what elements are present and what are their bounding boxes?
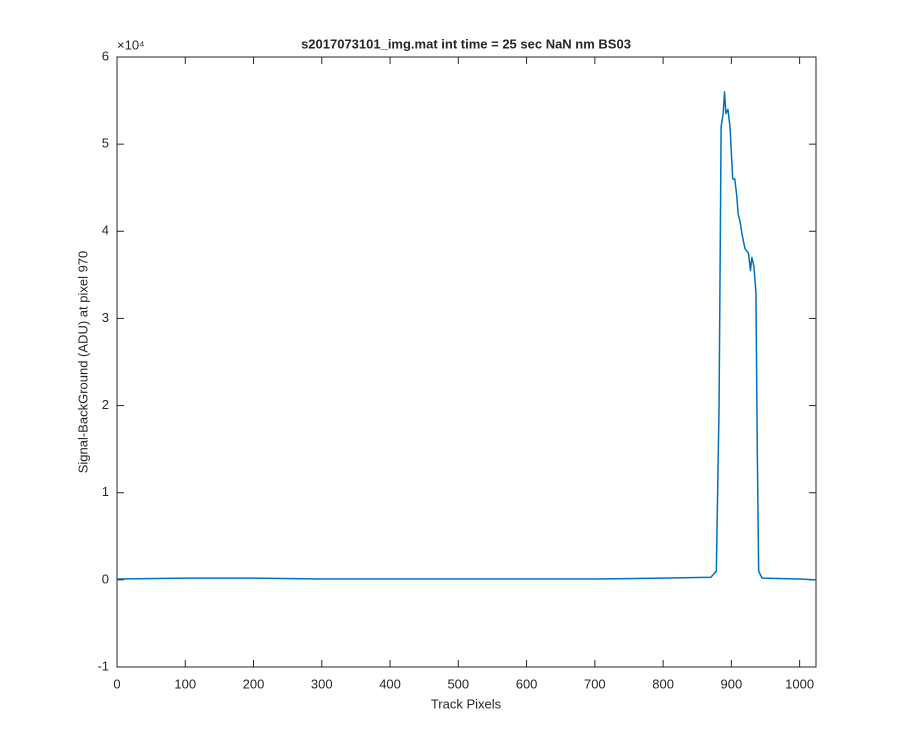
y-axis-label: Signal-BackGround (ADU) at pixel 970	[75, 251, 90, 474]
x-tick-label: 500	[447, 676, 469, 691]
y-tick-label: 4	[102, 223, 109, 238]
y-tick-label: 3	[102, 310, 109, 325]
y-tick-label: 5	[102, 136, 109, 151]
x-tick-label: 900	[721, 676, 743, 691]
y-exponent: ×10⁴	[117, 37, 145, 52]
x-tick-label: 600	[516, 676, 538, 691]
plot-frame	[116, 56, 817, 668]
y-tick-label: 6	[102, 48, 109, 63]
x-tick-label: 0	[113, 676, 120, 691]
x-tick-label: 800	[652, 676, 674, 691]
x-tick-label: 300	[311, 676, 333, 691]
chart-title: s2017073101_img.mat int time = 25 sec Na…	[301, 36, 631, 51]
x-tick-label: 1000	[785, 676, 814, 691]
y-tick-label: -1	[97, 658, 109, 673]
y-tick-label: 0	[102, 571, 109, 586]
y-tick-label: 2	[102, 397, 109, 412]
x-tick-label: 400	[379, 676, 401, 691]
data-line	[117, 91, 817, 581]
x-tick-label: 700	[584, 676, 606, 691]
x-tick-label: 100	[174, 676, 196, 691]
y-tick-label: 1	[102, 484, 109, 499]
x-tick-label: 200	[243, 676, 265, 691]
x-axis-label: Track Pixels	[431, 696, 502, 711]
